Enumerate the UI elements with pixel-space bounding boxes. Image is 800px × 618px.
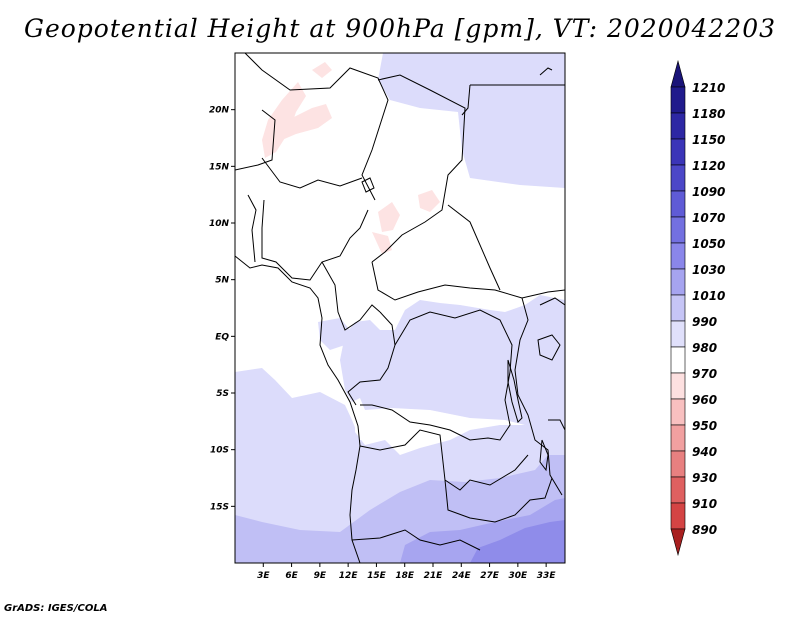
lat-tick-label: 20N	[209, 106, 230, 116]
border-niger	[235, 109, 276, 171]
coastlines-borders	[235, 53, 565, 563]
field-990-chad-3	[372, 232, 392, 254]
field-990-sahara-1	[262, 82, 306, 158]
latitude-axis: 20N 15N 10N 5N EQ 5S 10S 15S	[209, 106, 235, 512]
map-title: Geopotential Height at 900hPa [gpm], VT:…	[23, 14, 777, 43]
colorbar-segment	[670, 502, 686, 530]
border-namibia	[351, 529, 481, 551]
border-cameroon	[321, 261, 381, 331]
lake-tanganyika	[507, 359, 523, 423]
colorbar-segment	[670, 346, 686, 374]
lat-tick-label: 15S	[210, 502, 229, 512]
border-libya	[461, 84, 471, 116]
lon-tick-label: 30E	[509, 571, 529, 581]
colorbar-label: 980	[692, 341, 717, 355]
lon-tick-label: 9E	[314, 571, 327, 581]
lon-tick-label: 27E	[480, 571, 500, 581]
colorbar-segment	[670, 190, 686, 218]
lake-chad	[361, 177, 375, 193]
colorbar-segment	[670, 112, 686, 140]
colorbar-segment	[670, 320, 686, 348]
lat-tick-label: 10S	[210, 446, 229, 456]
lat-tick-label: EQ	[215, 332, 229, 342]
lon-tick-label: 3E	[257, 571, 270, 581]
field-white-angola	[355, 410, 388, 445]
lon-tick-label: 15E	[367, 571, 387, 581]
colorbar-label: 1030	[692, 263, 725, 277]
colorbar-label: 1150	[692, 133, 725, 147]
colorbar-label: 1120	[692, 159, 725, 173]
colorbar-label: 890	[692, 523, 717, 537]
colorbar-segment	[670, 216, 686, 244]
lat-tick-label: 15N	[209, 162, 230, 172]
lon-tick-label: 24E	[452, 571, 472, 581]
border-sudan-south	[447, 204, 501, 291]
field-990-sahara-3	[312, 62, 332, 78]
red-sea-coast	[539, 67, 553, 76]
border-kenya	[539, 297, 565, 306]
colorbar-label: 910	[692, 497, 717, 511]
border-mozambique	[548, 419, 565, 431]
colorbar-label: 970	[692, 367, 717, 381]
border-algeria-mali	[244, 53, 389, 201]
colorbar-segment	[670, 268, 686, 296]
field-990-sahara-2	[276, 104, 332, 140]
field-990-chad-2	[418, 190, 440, 212]
border-sahel	[261, 157, 363, 189]
border-benin-togo	[247, 194, 257, 263]
colorbar-label: 950	[692, 419, 717, 433]
lat-tick-label: 10N	[209, 219, 230, 229]
field-1010-east	[340, 295, 565, 440]
map-frame	[234, 52, 566, 564]
border-nigeria	[261, 199, 369, 281]
colorbar-segment	[670, 242, 686, 270]
border-zambia	[444, 477, 553, 523]
contour-fill	[235, 53, 565, 563]
colorbar-segment	[670, 476, 686, 504]
lat-tick-label: 5S	[216, 389, 229, 399]
lon-tick-label: 6E	[285, 571, 298, 581]
colorbar-over-triangle	[670, 59, 686, 88]
lat-tick-label: 5N	[215, 276, 229, 286]
colorbar-label: 1050	[692, 237, 725, 251]
colorbar-segment	[670, 372, 686, 400]
border-chad	[371, 74, 466, 263]
colorbar: 1210 1180 1150 1120 1090 1070 1050 1030 1010 990 9…	[670, 59, 725, 557]
lake-victoria	[537, 334, 561, 361]
field-1010-gabon	[318, 318, 350, 350]
colorbar-label: 1180	[692, 107, 725, 121]
lon-tick-label: 18E	[395, 571, 415, 581]
colorbar-segment	[670, 294, 686, 322]
colorbar-label: 940	[692, 445, 717, 459]
lon-tick-label: 21E	[424, 571, 444, 581]
border-car	[371, 261, 565, 301]
border-east-africa	[514, 297, 563, 496]
grads-credit: GrADS: IGES/COLA	[4, 603, 108, 614]
field-1010-northeast	[378, 53, 565, 188]
border-drc	[360, 309, 513, 441]
colorbar-segment	[670, 164, 686, 192]
colorbar-label: 930	[692, 471, 717, 485]
longitude-axis: 3E 6E 9E 12E 15E 18E 21E 24E 27E 30E 33E	[257, 563, 556, 581]
colorbar-segment	[670, 398, 686, 426]
colorbar-segment	[670, 86, 686, 114]
lake-malawi	[539, 439, 549, 472]
colorbar-label: 1090	[692, 185, 725, 199]
colorbar-segment	[670, 424, 686, 452]
lon-tick-label: 12E	[339, 571, 359, 581]
border-congo	[347, 311, 396, 406]
lon-tick-label: 33E	[537, 571, 557, 581]
field-1070-southeast	[470, 520, 565, 563]
colorbar-label: 960	[692, 393, 717, 407]
colorbar-under-triangle	[670, 528, 686, 557]
colorbar-label: 990	[692, 315, 717, 329]
colorbar-segment	[670, 450, 686, 478]
coastline-west-africa	[235, 255, 361, 563]
colorbar-label: 1210	[692, 81, 725, 95]
colorbar-label: 1010	[692, 289, 725, 303]
colorbar-segment	[670, 138, 686, 166]
colorbar-label: 1070	[692, 211, 725, 225]
field-990-chad-1	[378, 202, 400, 232]
